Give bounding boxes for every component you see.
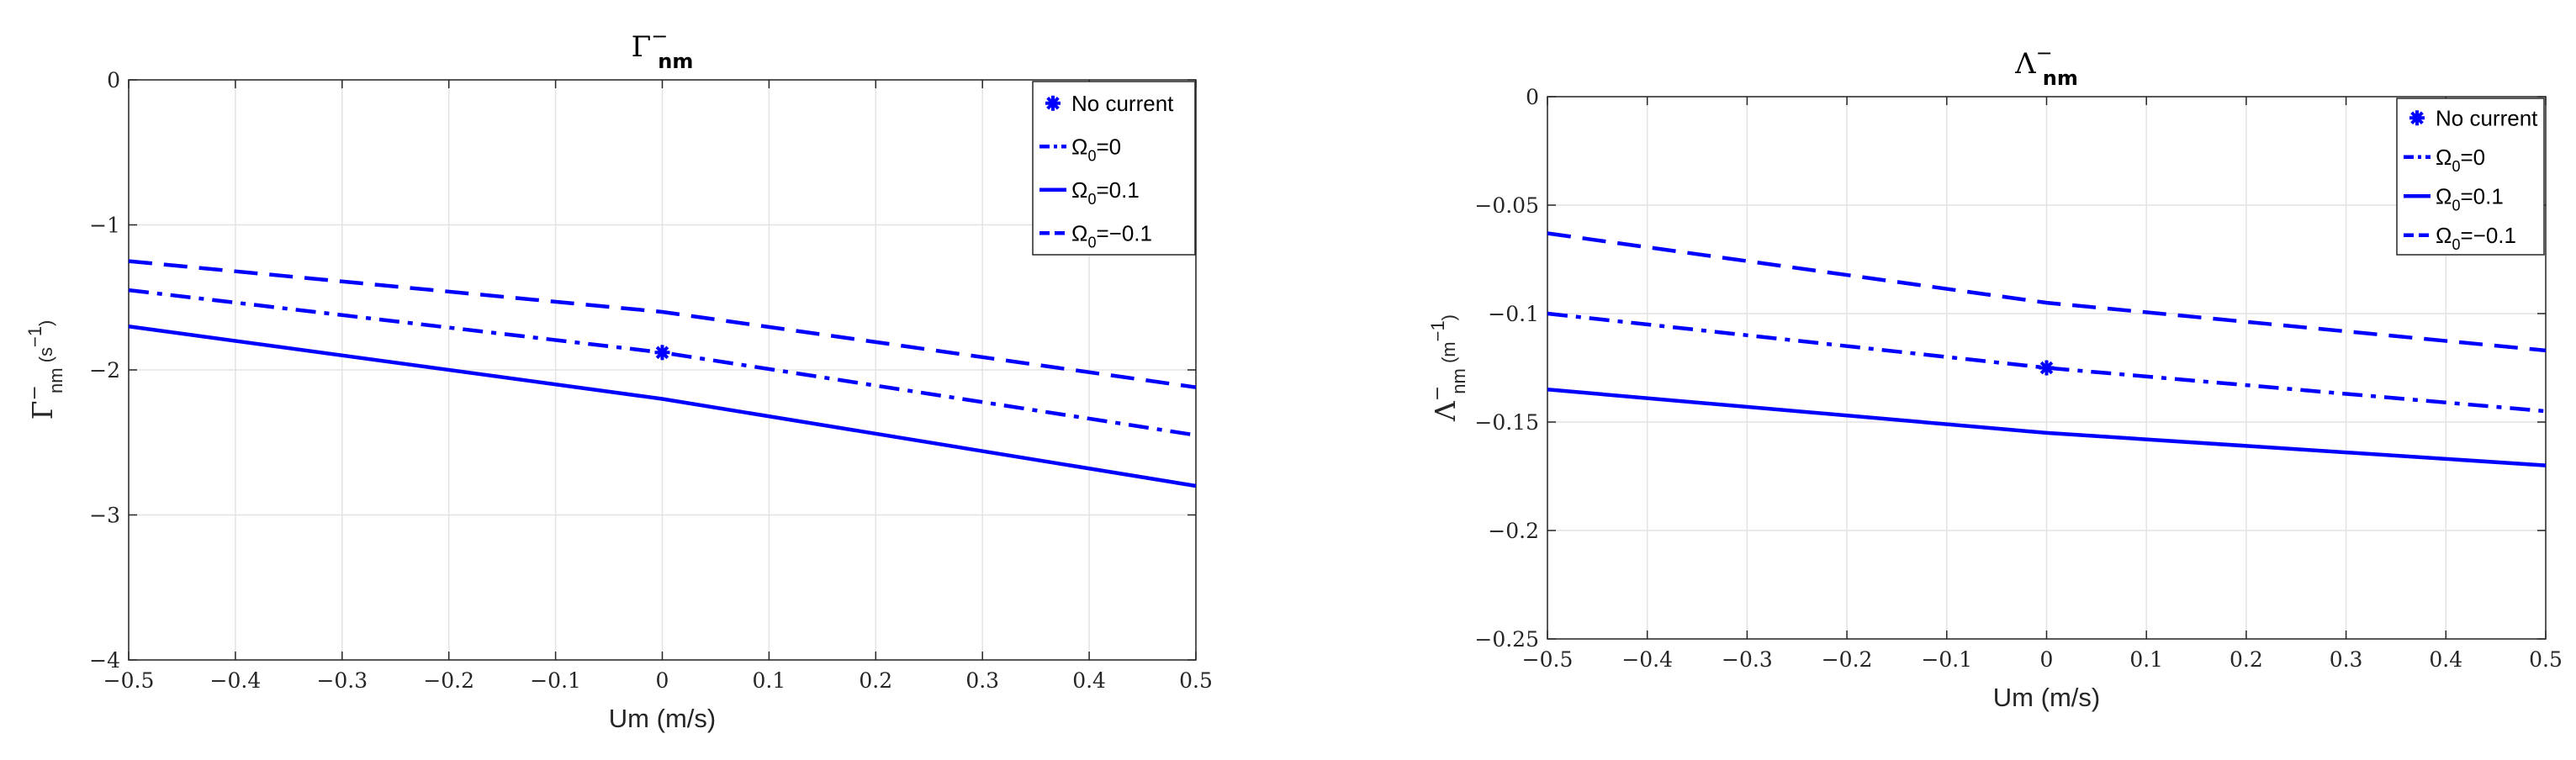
x-axis-label: Um (m/s)	[609, 704, 716, 733]
y-tick-label: −0.2	[1488, 519, 1539, 543]
x-tick-label: 0.5	[1179, 668, 1213, 693]
x-tick-label: −0.4	[1621, 647, 1673, 672]
y-tick-label: 0	[107, 68, 120, 92]
x-tick-label: −0.3	[316, 668, 368, 693]
x-tick-label: 0.2	[2230, 647, 2263, 672]
x-tick-label: 0	[656, 668, 669, 693]
legend-entry-label: Ω0=0.1	[2436, 183, 2504, 214]
series-line-2	[128, 325, 1197, 488]
x-tick-label: 0.1	[753, 668, 786, 693]
legend-entry-label: No current	[2436, 105, 2538, 130]
chart-2: −0.5 −0.4 −0.3 −0.2 −0.1 0 0.1 0.2 0.3 0.4 0.5 −0.2…	[1427, 41, 2563, 712]
y-tick-label: −0.1	[1488, 302, 1539, 326]
x-tick-label: 0.4	[1072, 668, 1106, 693]
x-tick-label: −0.5	[1522, 647, 1574, 672]
legend-marker-icon	[1046, 96, 1060, 110]
chart-1: −0.5 −0.4 −0.3 −0.2 −0.1 0 0.1 0.2 0.3 0.4 0.5 −4 −3…	[24, 24, 1213, 733]
y-axis-label: Γ−nm (s−1)	[24, 320, 66, 420]
legend-box	[1032, 81, 1196, 256]
x-tick-label: −0.2	[1822, 647, 1873, 672]
chart-title: Λ− nm	[2014, 41, 2078, 90]
legend-marker-icon	[2410, 111, 2424, 125]
legend-entry-label: Ω0=0	[1071, 134, 1121, 164]
legend-entry-label: Ω0=−0.1	[1071, 220, 1152, 251]
x-tick-label: −0.5	[103, 668, 155, 693]
y-tick-label: −0.05	[1474, 193, 1539, 218]
x-tick-label: 0.3	[965, 668, 999, 693]
x-tick-label: −0.1	[530, 668, 581, 693]
x-tick-label: −0.3	[1722, 647, 1773, 672]
x-tick-label: 0	[2040, 647, 2054, 672]
y-tick-label: −2	[89, 358, 120, 383]
x-tick-label: −0.4	[210, 668, 262, 693]
series-line-2	[1547, 388, 2547, 467]
y-axis-label: Λ−nm (m−1)	[1427, 314, 1469, 422]
legend-entry-label: Ω0=0.1	[1071, 177, 1140, 208]
x-axis-label: Um (m/s)	[1993, 683, 2100, 712]
legend-box	[2396, 98, 2545, 256]
legend-entry-label: Ω0=−0.1	[2436, 223, 2516, 253]
series-line-3	[1547, 231, 2547, 353]
x-tick-label: −0.1	[1921, 647, 1972, 672]
y-tick-label: −0.25	[1474, 627, 1539, 652]
x-tick-label: −0.2	[423, 668, 474, 693]
legend: No current Ω0=0 Ω0=0.1 Ω0=−0.1	[1032, 81, 1196, 256]
x-tick-label: 0.2	[859, 668, 892, 693]
legend: No current Ω0=0 Ω0=0.1 Ω0=−0.1	[2396, 98, 2545, 256]
x-tick-label: 0.5	[2529, 647, 2563, 672]
legend-entry-label: Ω0=0	[2436, 145, 2485, 175]
chart-title: Γ− nm	[632, 24, 694, 73]
y-tick-label: 0	[1526, 85, 1539, 109]
legend-entry-label: No current	[1071, 91, 1174, 116]
y-tick-label: −4	[89, 648, 120, 673]
series-line-1	[128, 288, 1197, 437]
series-line-3	[128, 259, 1197, 389]
x-tick-label: 0.1	[2129, 647, 2163, 672]
x-tick-label: 0.3	[2330, 647, 2363, 672]
y-tick-label: −1	[89, 214, 120, 238]
x-tick-label: 0.4	[2429, 647, 2462, 672]
y-tick-label: −0.15	[1474, 410, 1539, 435]
y-tick-label: −3	[89, 504, 120, 528]
